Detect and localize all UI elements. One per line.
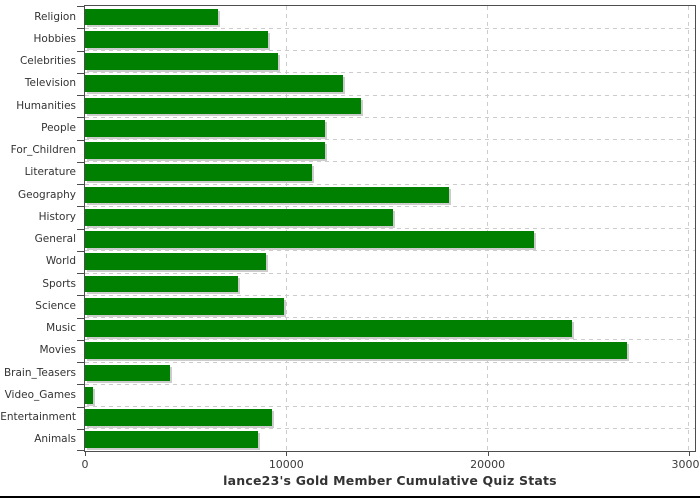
category-gridline: [85, 72, 695, 74]
category-tick: [77, 28, 84, 29]
category-label: Celebrities: [19, 55, 76, 68]
category-label: People: [41, 121, 76, 134]
category-label: General: [34, 233, 76, 246]
bar-science: [85, 297, 285, 315]
bar-entertainment: [85, 409, 273, 426]
category-label: Music: [46, 322, 76, 335]
category-gridline: [85, 228, 695, 229]
category-tick: [77, 295, 84, 296]
bar-television: [85, 75, 343, 93]
category-label: Brain_Teasers: [3, 366, 76, 379]
category-gridline: [85, 94, 695, 96]
category-label: Sports: [42, 277, 76, 290]
bar-music: [85, 320, 573, 337]
category-gridline: [85, 183, 695, 185]
category-tick: [77, 162, 84, 163]
value-tick: [286, 452, 288, 456]
category-gridline: [85, 161, 695, 163]
category-tick: [77, 51, 84, 52]
value-tick: [487, 452, 489, 456]
bar-world: [85, 253, 267, 271]
category-gridline: [85, 339, 695, 341]
category-gridline: [85, 317, 695, 318]
bar-sports: [85, 275, 238, 293]
category-gridline: [85, 383, 695, 385]
bar-geography: [85, 186, 450, 204]
category-tick: [77, 117, 84, 118]
plot-area: [84, 5, 696, 452]
category-label: History: [38, 210, 76, 223]
category-tick: [77, 6, 84, 7]
category-gridline: [85, 294, 695, 296]
category-gridline: [85, 361, 695, 363]
bar-general: [85, 231, 534, 248]
category-tick: [77, 429, 84, 430]
category-gridline: [85, 139, 695, 140]
category-gridline: [85, 205, 695, 207]
category-gridline: [85, 50, 695, 51]
value-tick: [85, 452, 86, 456]
category-label: Video_Games: [4, 388, 76, 401]
category-tick: [77, 340, 84, 341]
category-tick: [77, 184, 84, 185]
bar-humanities: [85, 97, 361, 115]
value-tick: [688, 452, 690, 456]
category-tick: [77, 73, 84, 74]
value-gridline: [285, 6, 287, 451]
category-tick: [77, 95, 84, 96]
category-label: Entertainment: [0, 411, 76, 424]
value-tick-label: 0: [81, 458, 89, 471]
value-tick-label: 20000: [470, 458, 506, 471]
bar-movies: [85, 342, 627, 360]
category-label: Hobbies: [33, 32, 77, 45]
category-label: Religion: [34, 10, 76, 23]
bar-brain_teasers: [85, 364, 170, 382]
category-tick: [77, 407, 84, 408]
bar-animals: [85, 431, 259, 449]
category-label: World: [45, 255, 76, 268]
category-gridline: [85, 27, 695, 29]
bar-literature: [85, 164, 313, 182]
category-tick: [77, 450, 84, 451]
category-gridline: [85, 272, 695, 274]
bar-hobbies: [85, 30, 269, 48]
category-gridline: [85, 116, 695, 118]
category-gridline: [85, 406, 695, 407]
category-label: Television: [24, 77, 76, 90]
category-tick: [77, 229, 84, 230]
category-label: Geography: [18, 188, 76, 201]
category-tick: [77, 384, 84, 385]
category-tick: [77, 251, 84, 252]
value-tick-label: 10000: [268, 458, 304, 471]
category-label: Science: [35, 299, 76, 312]
category-tick: [77, 273, 84, 274]
category-gridline: [85, 428, 695, 430]
bar-people: [85, 119, 325, 137]
bottom-border-line: [0, 496, 700, 498]
bar-video_games: [85, 386, 94, 404]
category-tick: [77, 362, 84, 363]
bar-history: [85, 208, 394, 226]
category-label: For_Children: [10, 144, 76, 157]
bar-for_children: [85, 142, 325, 159]
category-label: Humanities: [16, 99, 76, 112]
category-tick: [77, 318, 84, 319]
chart-title: lance23's Gold Member Cumulative Quiz St…: [223, 473, 557, 488]
value-gridline: [688, 6, 690, 451]
category-tick: [77, 140, 84, 141]
category-label: Literature: [24, 166, 76, 179]
value-gridline: [487, 6, 489, 451]
category-label: Movies: [39, 344, 76, 357]
bar-celebrities: [85, 53, 279, 70]
bar-religion: [85, 8, 218, 26]
value-tick-label: 30000: [671, 458, 700, 471]
category-tick: [77, 206, 84, 207]
category-label: Animals: [34, 433, 76, 446]
category-gridline: [85, 250, 695, 252]
